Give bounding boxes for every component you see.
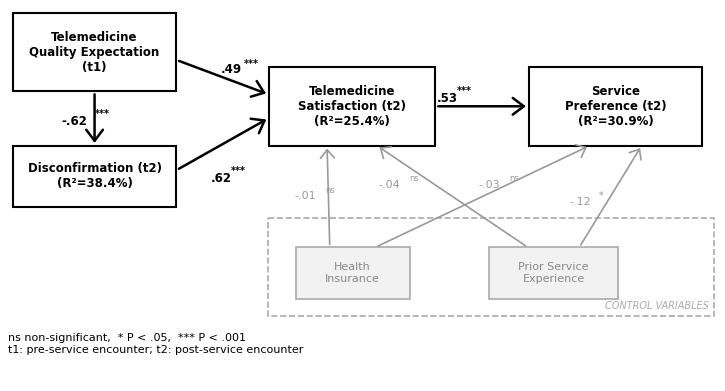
Bar (296, 247, 410, 298)
Text: -.03: -.03 (478, 180, 500, 190)
Text: -.62: -.62 (62, 115, 87, 127)
Text: ns non-significant,  * P < .05,  *** P < .001
t1: pre-service encounter; t2: pos: ns non-significant, * P < .05, *** P < .… (8, 333, 303, 355)
Bar (13, 13, 176, 91)
Text: Service
Preference (t2)
(R²=30.9%): Service Preference (t2) (R²=30.9%) (565, 85, 666, 128)
Text: ns: ns (326, 186, 335, 195)
Text: CONTROL VARIABLES: CONTROL VARIABLES (605, 301, 709, 311)
Text: ***: *** (457, 86, 472, 97)
Bar (529, 67, 703, 146)
Text: ns: ns (410, 174, 419, 183)
Text: .53: .53 (436, 92, 457, 105)
Text: -.04: -.04 (379, 180, 401, 190)
Text: ***: *** (231, 166, 246, 176)
Text: Health
Insurance: Health Insurance (325, 262, 380, 284)
Bar (269, 67, 436, 146)
Text: ns: ns (509, 174, 518, 183)
Text: Prior Service
Experience: Prior Service Experience (518, 262, 589, 284)
Bar (489, 247, 618, 298)
Text: -.12: -.12 (569, 197, 591, 207)
Text: Telemedicine
Quality Expectation
(t1): Telemedicine Quality Expectation (t1) (30, 30, 160, 74)
Text: *: * (599, 191, 604, 201)
Bar (268, 218, 714, 316)
Text: -.01: -.01 (294, 191, 316, 201)
Text: .62: .62 (211, 172, 232, 185)
Text: .49: .49 (221, 63, 242, 76)
Text: ***: *** (244, 59, 259, 69)
Text: ***: *** (95, 109, 110, 119)
Text: Disconfirmation (t2)
(R²=38.4%): Disconfirmation (t2) (R²=38.4%) (28, 162, 162, 190)
Bar (13, 146, 176, 207)
Text: Telemedicine
Satisfaction (t2)
(R²=25.4%): Telemedicine Satisfaction (t2) (R²=25.4%… (298, 85, 406, 128)
